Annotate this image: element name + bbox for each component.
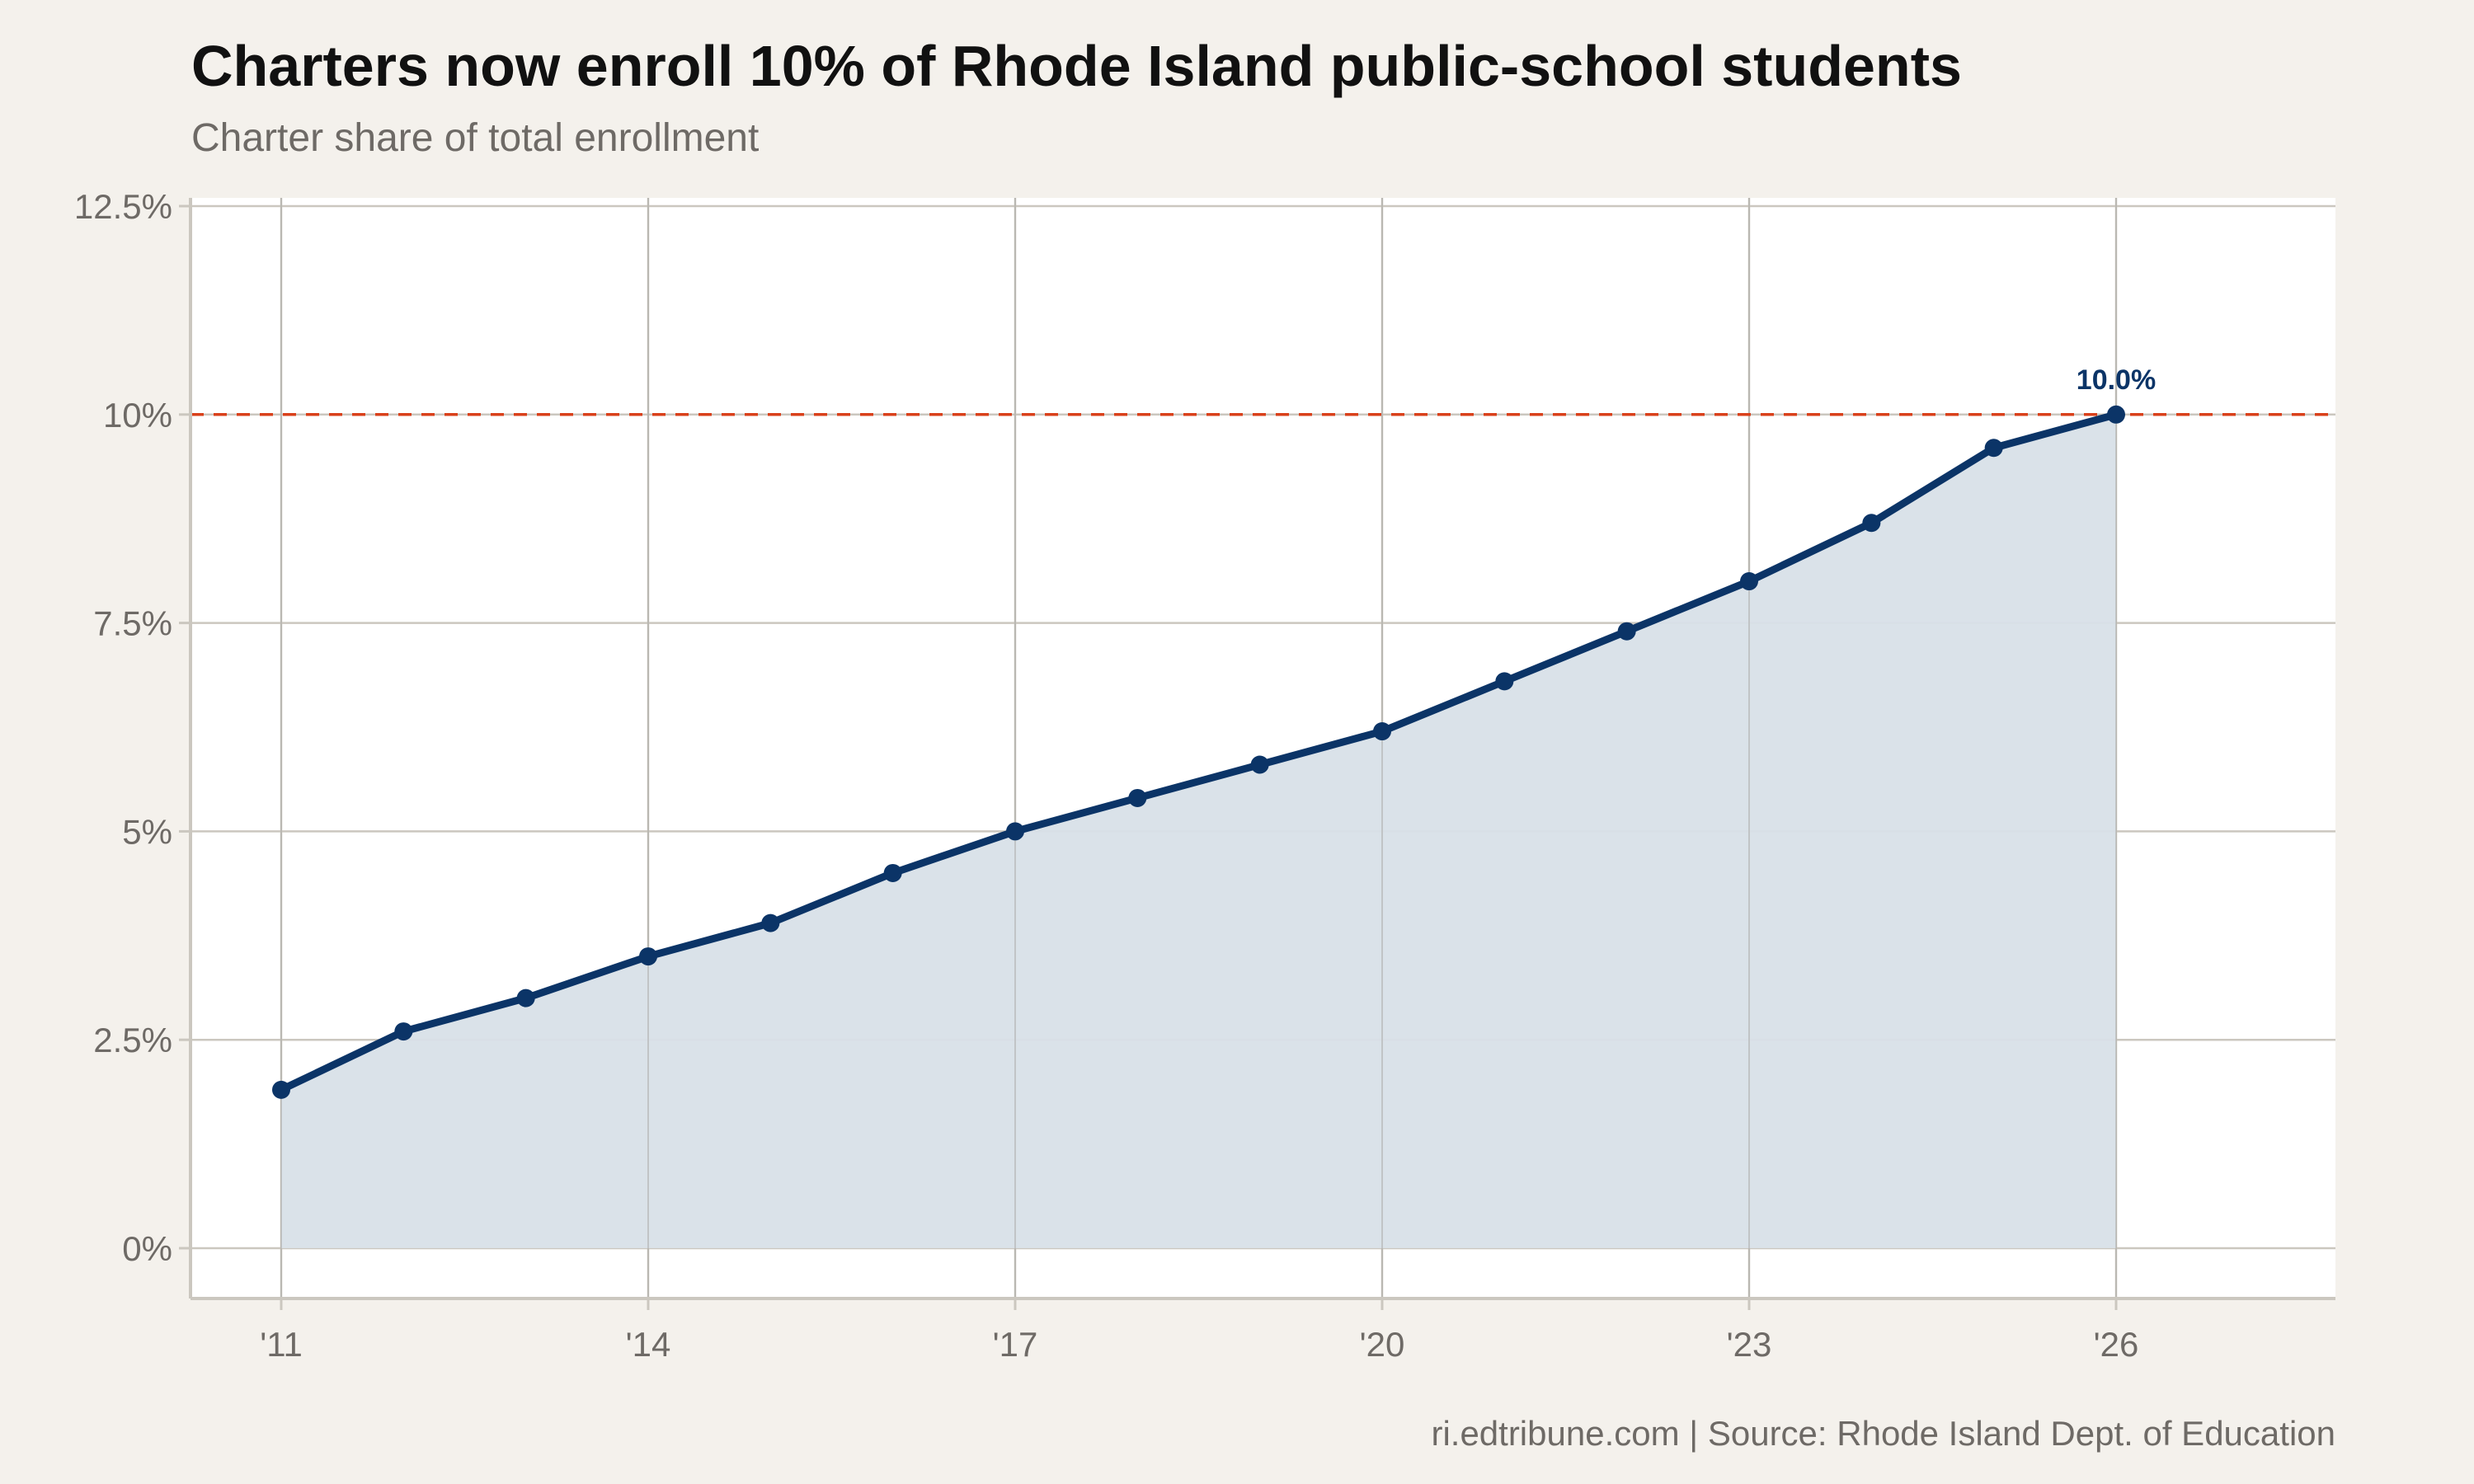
x-tick-label: '26 bbox=[2094, 1325, 2139, 1364]
data-point-2018 bbox=[1128, 788, 1147, 807]
data-point-2017 bbox=[1006, 822, 1024, 841]
data-point-2012 bbox=[394, 1022, 413, 1041]
data-point-2021 bbox=[1495, 672, 1514, 691]
x-tick-label: '14 bbox=[626, 1325, 671, 1364]
data-point-2016 bbox=[883, 863, 902, 882]
x-tick-label: '20 bbox=[1360, 1325, 1405, 1364]
data-point-2015 bbox=[761, 913, 780, 932]
data-point-2019 bbox=[1250, 755, 1269, 774]
y-tick-label: 12.5% bbox=[74, 187, 172, 226]
data-point-2022 bbox=[1617, 622, 1636, 641]
data-point-2020 bbox=[1373, 722, 1391, 741]
data-point-2025 bbox=[1984, 439, 2003, 458]
source-caption: ri.edtribune.com | Source: Rhode Island … bbox=[1431, 1414, 2335, 1453]
data-point-2024 bbox=[1862, 514, 1881, 533]
chart-subtitle: Charter share of total enrollment bbox=[191, 116, 760, 160]
y-tick-label: 0% bbox=[122, 1229, 172, 1268]
data-point-2013 bbox=[516, 989, 535, 1007]
chart-title: Charters now enroll 10% of Rhode Island … bbox=[191, 34, 1962, 98]
series-line bbox=[280, 411, 2118, 1093]
end-value-label: 10.0% bbox=[2077, 364, 2156, 396]
x-tick-label: '11 bbox=[260, 1325, 303, 1364]
y-tick-label: 5% bbox=[122, 812, 172, 851]
data-point-2011 bbox=[272, 1080, 290, 1099]
x-tick-label: '23 bbox=[1727, 1325, 1772, 1364]
y-tick-label: 7.5% bbox=[93, 604, 172, 643]
data-point-2026 bbox=[2107, 405, 2125, 424]
data-point-2023 bbox=[1740, 572, 1758, 591]
y-tick-label: 2.5% bbox=[93, 1021, 172, 1059]
area-fill bbox=[281, 414, 2116, 1248]
y-tick-label: 10% bbox=[103, 396, 172, 434]
data-point-2014 bbox=[639, 947, 657, 966]
x-tick-label: '17 bbox=[993, 1325, 1038, 1364]
